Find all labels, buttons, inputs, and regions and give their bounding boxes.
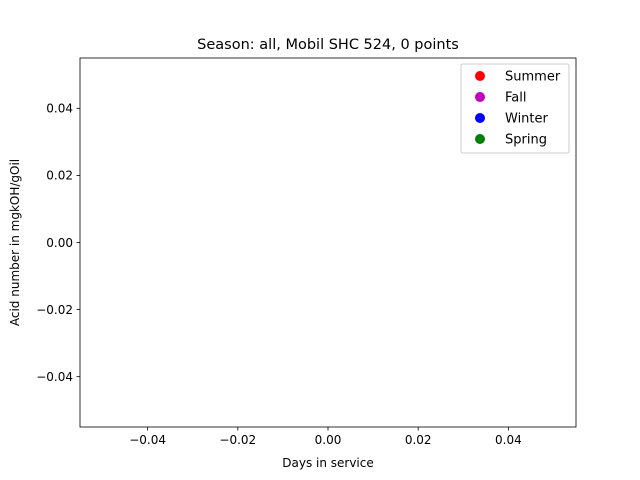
legend-marker [475, 92, 485, 102]
legend-marker [475, 134, 485, 144]
legend-label: Summer [505, 70, 561, 85]
x-tick-label: −0.04 [129, 433, 166, 447]
x-axis: −0.04 −0.02 0.00 0.02 0.04 [129, 427, 522, 447]
y-tick-label: 0.04 [46, 102, 73, 116]
x-tick-label: 0.04 [495, 433, 522, 447]
legend-label: Winter [505, 112, 549, 127]
y-axis: −0.04 −0.02 0.00 0.02 0.04 [36, 102, 80, 384]
y-tick-label: −0.04 [36, 370, 73, 384]
y-axis-label: Acid number in mgkOH/gOil [8, 159, 22, 326]
x-tick-label: 0.00 [315, 433, 342, 447]
legend-label: Spring [505, 133, 547, 148]
x-axis-label: Days in service [282, 456, 374, 470]
y-tick-label: −0.02 [36, 303, 73, 317]
legend-marker [475, 71, 485, 81]
y-tick-label: 0.02 [46, 169, 73, 183]
chart-title: Season: all, Mobil SHC 524, 0 points [197, 37, 459, 53]
x-tick-label: −0.02 [219, 433, 256, 447]
legend-label: Fall [505, 91, 526, 106]
legend: Summer Fall Winter Spring [460, 63, 570, 154]
legend-marker [475, 113, 485, 123]
x-tick-label: 0.02 [405, 433, 432, 447]
legend-box [460, 63, 570, 154]
y-tick-label: 0.00 [46, 236, 73, 250]
